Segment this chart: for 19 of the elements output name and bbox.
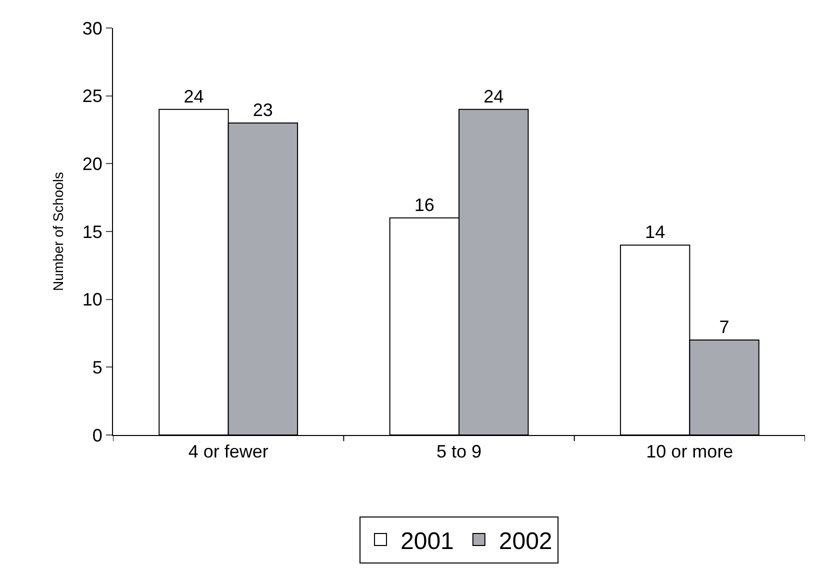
- legend-label: 2001: [400, 528, 454, 555]
- legend-label: 2002: [498, 528, 552, 555]
- x-tick-label: 10 or more: [646, 442, 734, 462]
- data-label: 24: [184, 86, 204, 106]
- y-tick-label: 0: [92, 425, 102, 446]
- y-tick-label: 5: [92, 357, 102, 378]
- y-tick-label: 25: [82, 86, 102, 106]
- y-tick-label: 10: [82, 290, 102, 310]
- data-label: 14: [645, 222, 666, 242]
- y-tick-label: 15: [82, 222, 102, 242]
- data-label: 24: [484, 86, 504, 106]
- x-tick-label: 4 or fewer: [188, 442, 268, 462]
- x-tick-label: 5 to 9: [436, 442, 482, 462]
- y-axis-title: Number of Schools: [50, 172, 66, 292]
- data-label: 7: [719, 317, 730, 338]
- data-label: 16: [414, 194, 434, 215]
- data-label: 23: [252, 100, 273, 120]
- y-tick-label: 30: [82, 18, 102, 38]
- y-tick-label: 20: [82, 154, 102, 174]
